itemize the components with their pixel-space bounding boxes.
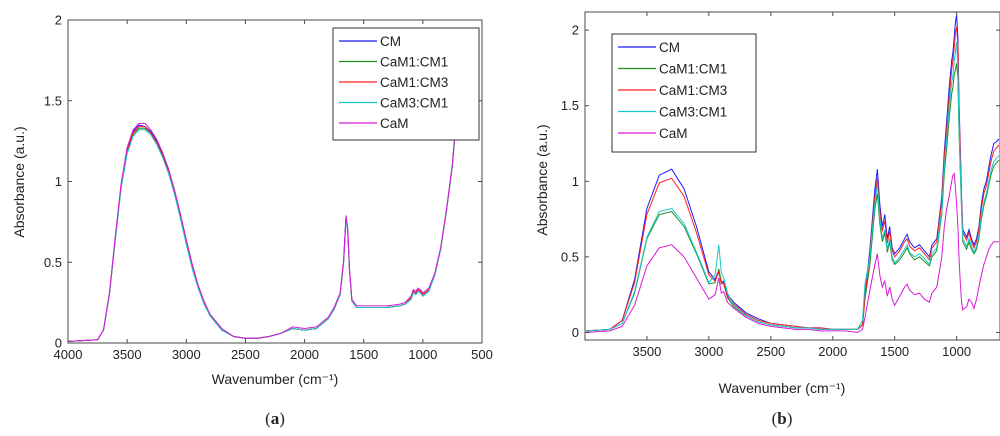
y-tick-label: 1.5 [44, 93, 62, 108]
y-axis-label-a: Absorbance (a.u.) [11, 126, 27, 237]
panel-label-b: (b) [772, 409, 793, 428]
legend-label: CaM [380, 116, 409, 131]
legend-b: CM CaM1:CM1 CaM1:CM3 CaM3:CM1 CaM [612, 34, 756, 152]
y-tick-label: 1.5 [561, 98, 579, 113]
panel-b: 3500 3000 2500 2000 1500 1000 0 0.5 1 1.5 2 Wavenu… [534, 12, 1000, 428]
x-tick-label: 2000 [290, 347, 319, 362]
legend-label: CaM1:CM1 [659, 62, 727, 77]
x-tick-label: 500 [471, 347, 493, 362]
x-tick-label: 1000 [942, 344, 971, 359]
legend-label: CaM1:CM3 [659, 83, 727, 98]
y-tick-label: 2 [572, 23, 579, 38]
x-tick-label: 2500 [231, 347, 260, 362]
legend-label: CaM3:CM1 [659, 105, 727, 120]
x-tick-label: 1500 [349, 347, 378, 362]
panel-label-a: (a) [265, 409, 285, 428]
panel-a: 4000 3500 3000 2500 2000 1500 1000 50000.511.52… [11, 13, 493, 429]
x-tick-label: 1500 [880, 344, 909, 359]
y-tick-label: 1 [55, 174, 62, 189]
panel-letter-a: a [271, 409, 280, 428]
x-tick-label: 3000 [694, 344, 723, 359]
legend-a: CM CaM1:CM1 CaM1:CM3 CaM3:CM1 CaM [333, 28, 479, 140]
y-tick-label: 0.5 [561, 249, 579, 264]
y-tick-label: 1 [572, 174, 579, 189]
legend-label: CM [659, 40, 680, 55]
x-tick-label: 3500 [632, 344, 661, 359]
x-tick-label: 1000 [408, 347, 437, 362]
legend-label: CM [380, 34, 401, 49]
y-tick-label: 0 [572, 325, 579, 340]
y-tick-label: 0 [55, 336, 62, 351]
panel-letter-b: b [777, 409, 786, 428]
y-axis-label-b: Absorbance (a.u.) [534, 124, 550, 235]
x-tick-label: 2500 [756, 344, 785, 359]
legend-label: CaM1:CM1 [380, 55, 448, 70]
x-axis-label-a: Wavenumber (cm⁻¹) [212, 371, 339, 387]
x-tick-label: 2000 [818, 344, 847, 359]
y-tick-label: 2 [55, 13, 62, 28]
y-tick-label: 0.5 [44, 255, 62, 270]
legend-label: CaM [659, 126, 688, 141]
x-tick-label: 3500 [113, 347, 142, 362]
x-tick-label: 3000 [172, 347, 201, 362]
legend-label: CaM3:CM1 [380, 96, 448, 111]
x-axis-label-b: Wavenumber (cm⁻¹) [719, 380, 846, 396]
legend-label: CaM1:CM3 [380, 75, 448, 90]
